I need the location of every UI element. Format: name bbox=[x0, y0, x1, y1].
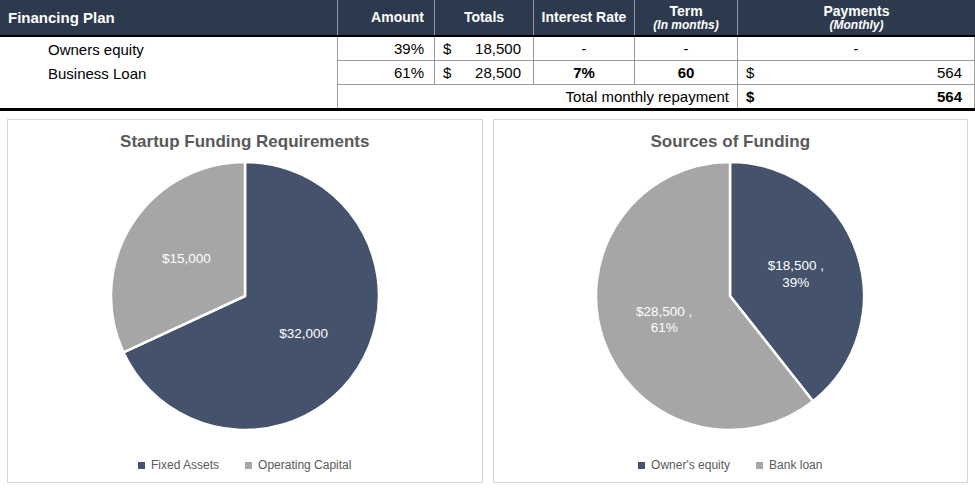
currency-symbol: $ bbox=[443, 40, 451, 57]
payment-cell[interactable]: $ 564 bbox=[737, 61, 975, 85]
currency-symbol: $ bbox=[443, 64, 451, 81]
totals-cell[interactable]: $ 18,500 bbox=[434, 37, 533, 61]
col-header-term[interactable]: Term (In months) bbox=[634, 0, 737, 35]
legend-label: Bank loan bbox=[769, 458, 822, 472]
legend-marker-icon bbox=[638, 462, 645, 469]
legend-marker-icon bbox=[756, 462, 763, 469]
col-header-payments[interactable]: Payments (Monthly) bbox=[737, 0, 975, 35]
col-header-payments-label: Payments bbox=[823, 3, 889, 19]
legend-label: Owner's equity bbox=[651, 458, 730, 472]
pie-data-label: $15,000 bbox=[162, 251, 211, 266]
chart-startup-funding[interactable]: Startup Funding Requirements $32,000 $15,… bbox=[7, 119, 483, 483]
pie-chart: $32,000 $15,000 bbox=[105, 156, 385, 436]
legend-item[interactable]: Bank loan bbox=[756, 458, 822, 472]
payment-cell[interactable]: - bbox=[737, 37, 975, 61]
interest-rate-cell[interactable]: 7% bbox=[533, 61, 634, 85]
col-header-interest-rate[interactable]: Interest Rate bbox=[533, 0, 634, 35]
payment-value: 564 bbox=[937, 64, 962, 81]
amount-cell[interactable]: 61% bbox=[337, 61, 434, 85]
legend-marker-icon bbox=[138, 462, 145, 469]
chart-sources-of-funding[interactable]: Sources of Funding $18,500 ,39%$28,500 ,… bbox=[493, 119, 969, 483]
total-payment-cell[interactable]: $ 564 bbox=[737, 85, 975, 108]
pie-chart: $18,500 ,39%$28,500 ,61% bbox=[590, 156, 870, 436]
legend-label: Fixed Assets bbox=[151, 458, 219, 472]
pie-data-label: $32,000 bbox=[279, 326, 328, 341]
table-row-total: Total monthly repayment $ 564 bbox=[0, 85, 975, 108]
table-header-row: Financing Plan Amount Totals Interest Ra… bbox=[0, 0, 975, 37]
total-value: 564 bbox=[937, 88, 962, 105]
col-header-term-subtitle: (In months) bbox=[653, 19, 718, 33]
total-label-cell[interactable]: Total monthly repayment bbox=[337, 85, 737, 108]
legend-item[interactable]: Fixed Assets bbox=[138, 458, 219, 472]
totals-value: 18,500 bbox=[475, 40, 521, 57]
amount-cell[interactable]: 39% bbox=[337, 37, 434, 61]
col-header-totals[interactable]: Totals bbox=[434, 0, 533, 35]
row-label-cell[interactable]: Owners equity bbox=[0, 37, 337, 61]
empty-cell[interactable] bbox=[0, 85, 337, 108]
totals-cell[interactable]: $ 28,500 bbox=[434, 61, 533, 85]
interest-rate-cell[interactable]: - bbox=[533, 37, 634, 61]
table-row-business-loan: Business Loan 61% $ 28,500 7% 60 $ 564 bbox=[0, 61, 975, 85]
term-cell[interactable]: 60 bbox=[634, 61, 737, 85]
chart-title: Startup Funding Requirements bbox=[120, 132, 369, 152]
legend-marker-icon bbox=[245, 462, 252, 469]
chart-title: Sources of Funding bbox=[650, 132, 810, 152]
legend-item[interactable]: Operating Capital bbox=[245, 458, 351, 472]
currency-symbol: $ bbox=[746, 88, 754, 105]
legend-label: Operating Capital bbox=[258, 458, 351, 472]
chart-legend: Fixed Assets Operating Capital bbox=[8, 458, 482, 472]
currency-symbol: $ bbox=[746, 64, 754, 81]
col-header-term-label: Term bbox=[669, 3, 702, 19]
legend-item[interactable]: Owner's equity bbox=[638, 458, 730, 472]
totals-value: 28,500 bbox=[475, 64, 521, 81]
term-cell[interactable]: - bbox=[634, 37, 737, 61]
table-title: Financing Plan bbox=[0, 0, 337, 35]
table-row-owners-equity: Owners equity 39% $ 18,500 - - - bbox=[0, 37, 975, 61]
financing-plan-table: Financing Plan Amount Totals Interest Ra… bbox=[0, 0, 975, 111]
row-label-cell[interactable]: Business Loan bbox=[0, 61, 337, 85]
chart-legend: Owner's equity Bank loan bbox=[494, 458, 968, 472]
charts-area: Startup Funding Requirements $32,000 $15,… bbox=[0, 111, 975, 483]
col-header-amount[interactable]: Amount bbox=[337, 0, 434, 35]
col-header-payments-subtitle: (Monthly) bbox=[830, 19, 884, 33]
